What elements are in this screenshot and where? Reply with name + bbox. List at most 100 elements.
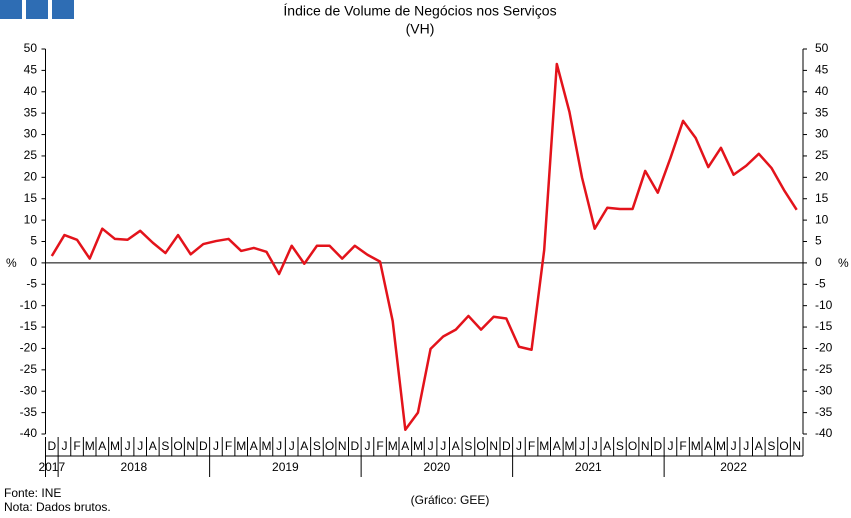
x-tick-label: O [779,439,788,453]
x-tick-label: J [516,439,522,453]
y-tick-label: 20 [24,170,38,184]
x-tick-label: D [350,439,359,453]
x-tick-label: J [364,439,370,453]
y-tick-label: 5 [30,234,37,248]
x-tick-label: A [755,439,763,453]
y-tick-label: -10 [20,298,38,312]
x-tick-label: J [743,439,749,453]
x-tick-label: J [592,439,598,453]
x-tick-label: J [213,439,219,453]
credit: (Gráfico: GEE) [411,493,490,507]
y-tick-label: 40 [24,84,38,98]
x-tick-label: J [61,439,67,453]
y-tick-label: 20 [815,170,829,184]
y-tick-label: 30 [815,127,829,141]
x-tick-label: A [704,439,712,453]
y-axis-label: % [6,256,17,270]
x-tick-label: J [125,439,131,453]
note: Nota: Dados brutos. [4,500,111,514]
x-tick-label: M [388,439,398,453]
x-tick-label: N [641,439,650,453]
y-tick-label: -20 [815,341,833,355]
x-tick-label: M [236,439,246,453]
y-tick-label: 35 [815,105,829,119]
y-tick-label: -30 [20,383,38,397]
x-tick-label: O [476,439,485,453]
y-tick-label: -40 [20,426,38,440]
x-tick-label: J [731,439,737,453]
y-tick-label: 0 [815,255,822,269]
x-tick-label: O [325,439,334,453]
x-tick-label: S [464,439,472,453]
y-tick-label: -35 [20,405,38,419]
y-tick-label: 40 [815,84,829,98]
x-tick-label: A [452,439,460,453]
x-tick-label: M [85,439,95,453]
x-tick-label: S [616,439,624,453]
x-tick-label: A [149,439,157,453]
x-tick-label: O [173,439,182,453]
x-tick-label: O [628,439,637,453]
y-tick-label: 30 [24,127,38,141]
year-label: 2018 [121,460,148,474]
x-tick-label: A [553,439,561,453]
y-tick-label: -20 [20,341,38,355]
y-tick-label: -15 [815,319,833,333]
y-tick-label: 35 [24,105,38,119]
x-tick-label: M [691,439,701,453]
y-tick-label: -40 [815,426,833,440]
x-tick-label: N [792,439,801,453]
x-tick-label: S [161,439,169,453]
x-tick-label: M [716,439,726,453]
chart-title: Índice de Volume de Negócios nos Serviço… [283,3,556,19]
x-tick-label: N [489,439,498,453]
y-tick-label: -30 [815,383,833,397]
x-tick-label: D [653,439,662,453]
y-tick-label: 50 [24,41,38,55]
y-tick-label: 10 [24,212,38,226]
x-tick-label: A [401,439,409,453]
y-tick-label: -25 [815,362,833,376]
x-tick-label: A [250,439,258,453]
chart-subtitle: (VH) [406,21,435,37]
x-tick-label: M [261,439,271,453]
source: Fonte: INE [4,486,61,500]
y-tick-label: 45 [815,63,829,77]
y-tick-label: -25 [20,362,38,376]
y-tick-label: 15 [815,191,829,205]
y-tick-label: 0 [30,255,37,269]
x-tick-label: A [98,439,106,453]
x-tick-label: J [276,439,282,453]
x-tick-label: J [579,439,585,453]
x-tick-label: D [47,439,56,453]
year-label: 2020 [424,460,451,474]
year-label: 2019 [272,460,299,474]
x-tick-label: S [767,439,775,453]
y-tick-label: -5 [815,276,826,290]
y-tick-label: 25 [815,148,829,162]
x-tick-label: J [428,439,434,453]
y-tick-label: 10 [815,212,829,226]
x-tick-label: F [73,439,80,453]
y-tick-label: -15 [20,319,38,333]
x-tick-label: A [603,439,611,453]
icon [0,0,22,19]
x-tick-label: N [338,439,347,453]
line [50,62,798,431]
y-tick-label: -5 [26,276,37,290]
y-tick-label: 45 [24,63,38,77]
x-tick-label: M [564,439,574,453]
x-tick-label: J [137,439,143,453]
y-tick-label: -35 [815,405,833,419]
x-tick-label: M [110,439,120,453]
icon [26,0,48,19]
x-tick-label: A [300,439,308,453]
x-tick-label: N [186,439,195,453]
y-tick-label: 50 [815,41,829,55]
x-tick-label: F [225,439,232,453]
year-label: 2022 [720,460,747,474]
x-tick-label: D [502,439,511,453]
year-label: 2021 [575,460,602,474]
x-tick-label: F [528,439,535,453]
